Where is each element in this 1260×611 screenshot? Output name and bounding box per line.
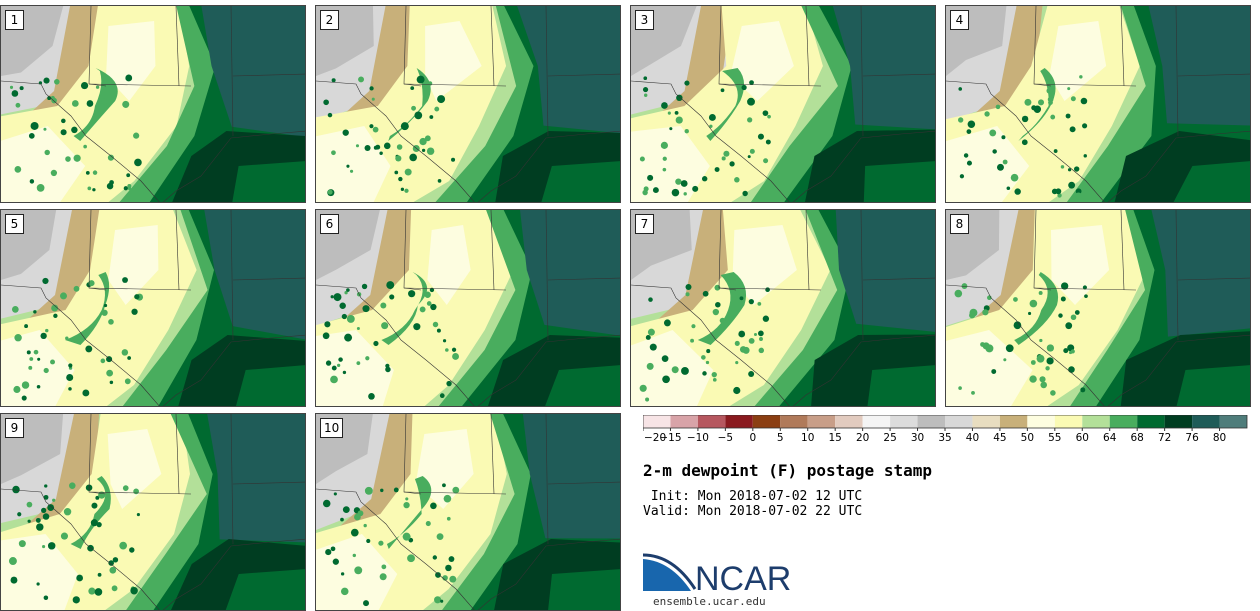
colorbar-swatch [807,415,836,428]
colorbar-tick-label: −10 [687,432,709,444]
colorbar-swatch [1054,415,1083,428]
colorbar-swatch [1219,415,1247,428]
colorbar-tick-label: 55 [1048,432,1061,444]
colorbar-tick-label: 10 [801,432,814,444]
colorbar-tick-label: 20 [856,432,869,444]
map-panel-3: 3 [630,5,936,203]
colorbar-swatch [780,415,808,428]
colorbar-tick-label: −5 [718,432,733,444]
map-panel-4: 4 [945,5,1251,203]
ncar-logo: NCAR [643,553,791,595]
colorbar-swatch [1137,415,1165,428]
colorbar-swatch [1027,415,1055,428]
colorbar-swatch [670,415,698,428]
dewpoint-map [946,6,1250,202]
colorbar-swatch [643,415,671,428]
ncar-logo-text: NCAR [695,560,791,595]
dewpoint-map [1,414,305,610]
dewpoint-map [316,210,620,406]
dewpoint-map [631,210,935,406]
map-panel-6: 6 [315,209,621,407]
dewpoint-map [316,6,620,202]
chart-title: 2-m dewpoint (F) postage stamp [643,461,932,480]
dewpoint-map [1,6,305,202]
colorbar-swatch [999,415,1028,428]
dewpoint-map [631,6,935,202]
colorbar-tick-label: 76 [1185,432,1199,444]
panel-number-label: 1 [5,10,24,30]
colorbar-tick-label: 40 [966,432,979,444]
map-panel-10: 10 [315,413,621,611]
colorbar-tick-label: 72 [1158,432,1171,444]
panel-number-label: 9 [5,418,24,438]
init-time: Init: Mon 2018-07-02 12 UTC [643,489,863,504]
dewpoint-map [316,414,620,610]
colorbar-tick-label: 60 [1076,432,1089,444]
panel-number-label: 7 [635,214,654,234]
map-panel-1: 1 [0,5,306,203]
colorbar-tick-label: 30 [911,432,924,444]
colorbar-tick-label: 45 [993,432,1006,444]
colorbar-tick-label: 80 [1213,432,1226,444]
colorbar-swatch [945,415,973,428]
colorbar-swatch [917,415,945,428]
colorbar-swatch [1192,415,1220,428]
map-panel-7: 7 [630,209,936,407]
colorbar-swatch [862,415,891,428]
colorbar-tick-label: 64 [1103,432,1117,444]
dewpoint-map [1,210,305,406]
colorbar-tick-label: −20 [644,432,666,444]
colorbar-tick-label: 0 [749,432,756,444]
colorbar-tick-label: 50 [1021,432,1034,444]
colorbar-tick-label: 35 [938,432,951,444]
valid-time: Valid: Mon 2018-07-02 22 UTC [643,504,863,519]
panel-number-label: 5 [5,214,24,234]
colorbar-swatch [725,415,753,428]
panel-number-label: 3 [635,10,654,30]
panel-number-label: 4 [950,10,969,30]
colorbar-swatch [1164,415,1193,428]
colorbar-tick-label: 68 [1130,432,1143,444]
map-panel-9: 9 [0,413,306,611]
colorbar-tick-label: 15 [828,432,841,444]
panel-number-label: 8 [950,214,969,234]
colorbar-tick-label: 25 [883,432,896,444]
dewpoint-colorbar: −20−15 −10 −5 0 5 10 15 20 25 30 35 40 45 50 55 60 64 68 7… [643,415,1248,444]
panel-number-label: 2 [320,10,339,30]
dewpoint-map [946,210,1250,406]
colorbar-tick-label: 5 [777,432,784,444]
map-panel-8: 8 [945,209,1251,407]
map-panel-2: 2 [315,5,621,203]
colorbar-swatch [752,415,781,428]
colorbar-swatch [890,415,918,428]
colorbar-swatch [972,415,1000,428]
colorbar-tick-label: −15 [659,432,681,444]
map-panel-5: 5 [0,209,306,407]
colorbar-swatch [835,415,863,428]
colorbar-swatch [1109,415,1138,428]
ncar-url: ensemble.ucar.edu [653,595,766,608]
panel-number-label: 6 [320,214,339,234]
colorbar-swatch [1082,415,1110,428]
colorbar-swatch [697,415,726,428]
panel-number-label: 10 [320,418,344,438]
